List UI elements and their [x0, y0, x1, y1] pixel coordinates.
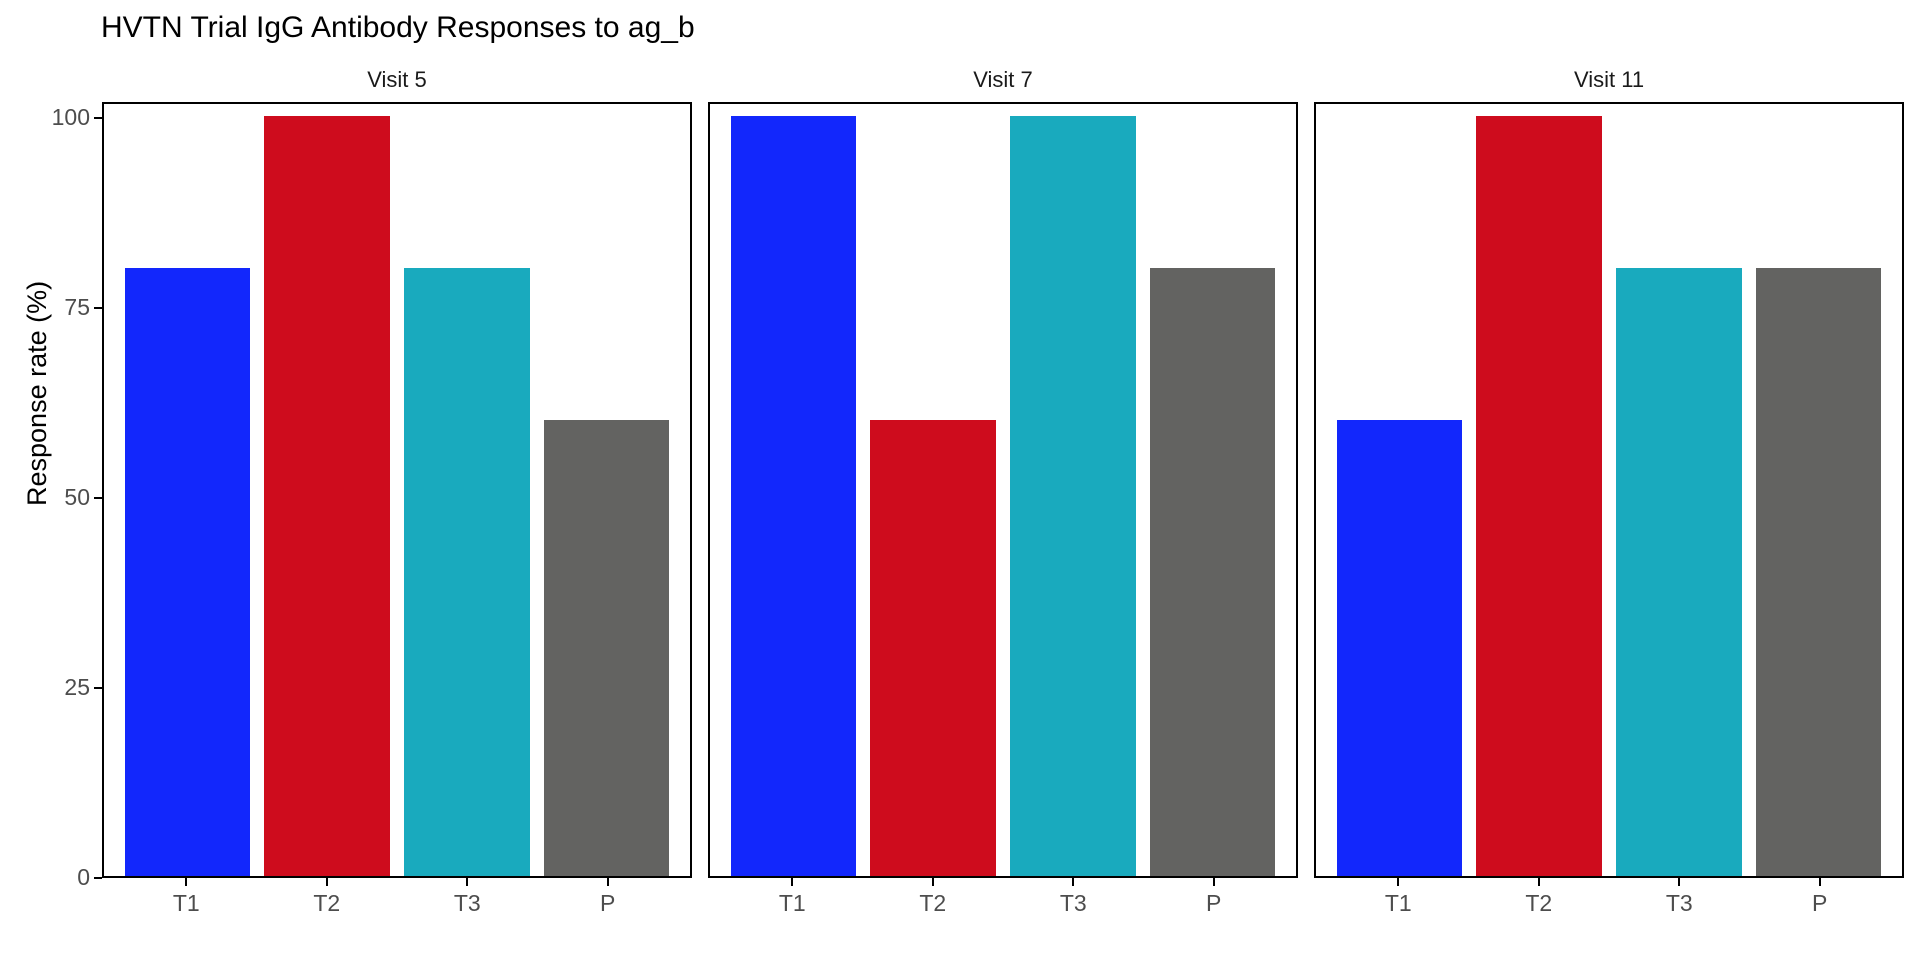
y-tick-mark [94, 496, 102, 499]
x-tick-mark [1678, 878, 1681, 886]
chart-title: HVTN Trial IgG Antibody Responses to ag_… [101, 11, 695, 44]
x-tick-mark [1818, 878, 1821, 886]
bar-p [1149, 267, 1276, 876]
x-tick-mark [791, 878, 794, 886]
y-tick-label: 100 [51, 103, 90, 130]
y-tick-mark [94, 116, 102, 119]
bar-t2 [870, 419, 996, 876]
bar-t1 [124, 267, 251, 876]
x-tick-label: P [600, 890, 616, 916]
bar-t2 [1476, 115, 1602, 876]
x-tick-mark [1537, 878, 1540, 886]
bar-t1 [730, 115, 857, 876]
y-tick-mark [94, 306, 102, 309]
x-tick-mark [185, 878, 188, 886]
y-tick-mark [94, 686, 102, 689]
x-tick-mark [325, 878, 328, 886]
facet-panel [1314, 102, 1904, 878]
x-tick-label: P [1206, 890, 1222, 916]
bar-p [543, 419, 670, 876]
x-tick-label: T3 [453, 890, 481, 916]
y-tick-label: 50 [64, 483, 90, 510]
y-tick-label: 75 [64, 293, 90, 320]
bar-t3 [1009, 115, 1136, 876]
x-tick-label: T1 [778, 890, 806, 916]
bar-t2 [264, 115, 390, 876]
facet-title: Visit 11 [1573, 67, 1645, 92]
x-tick-label: T3 [1059, 890, 1087, 916]
facet-title: Visit 7 [973, 67, 1033, 92]
x-tick-mark [931, 878, 934, 886]
x-tick-mark [1072, 878, 1075, 886]
x-tick-label: T1 [172, 890, 200, 916]
x-tick-label: P [1812, 890, 1828, 916]
facet-panel [708, 102, 1298, 878]
x-tick-mark [606, 878, 609, 886]
x-tick-mark [1212, 878, 1215, 886]
x-tick-label: T3 [1665, 890, 1693, 916]
facet-title: Visit 5 [367, 67, 427, 92]
y-tick-label: 0 [77, 864, 90, 890]
facet-panel [102, 102, 692, 878]
bar-p [1755, 267, 1882, 876]
bar-t3 [1615, 267, 1742, 876]
bar-t1 [1336, 419, 1463, 876]
x-tick-mark [1397, 878, 1400, 886]
y-tick-label: 25 [64, 673, 90, 700]
x-tick-label: T2 [1525, 890, 1553, 916]
x-tick-label: T2 [313, 890, 341, 916]
y-tick-mark [94, 877, 102, 879]
bar-t3 [403, 267, 530, 876]
x-tick-label: T1 [1384, 890, 1412, 916]
x-tick-label: T2 [919, 890, 947, 916]
x-tick-mark [466, 878, 469, 886]
